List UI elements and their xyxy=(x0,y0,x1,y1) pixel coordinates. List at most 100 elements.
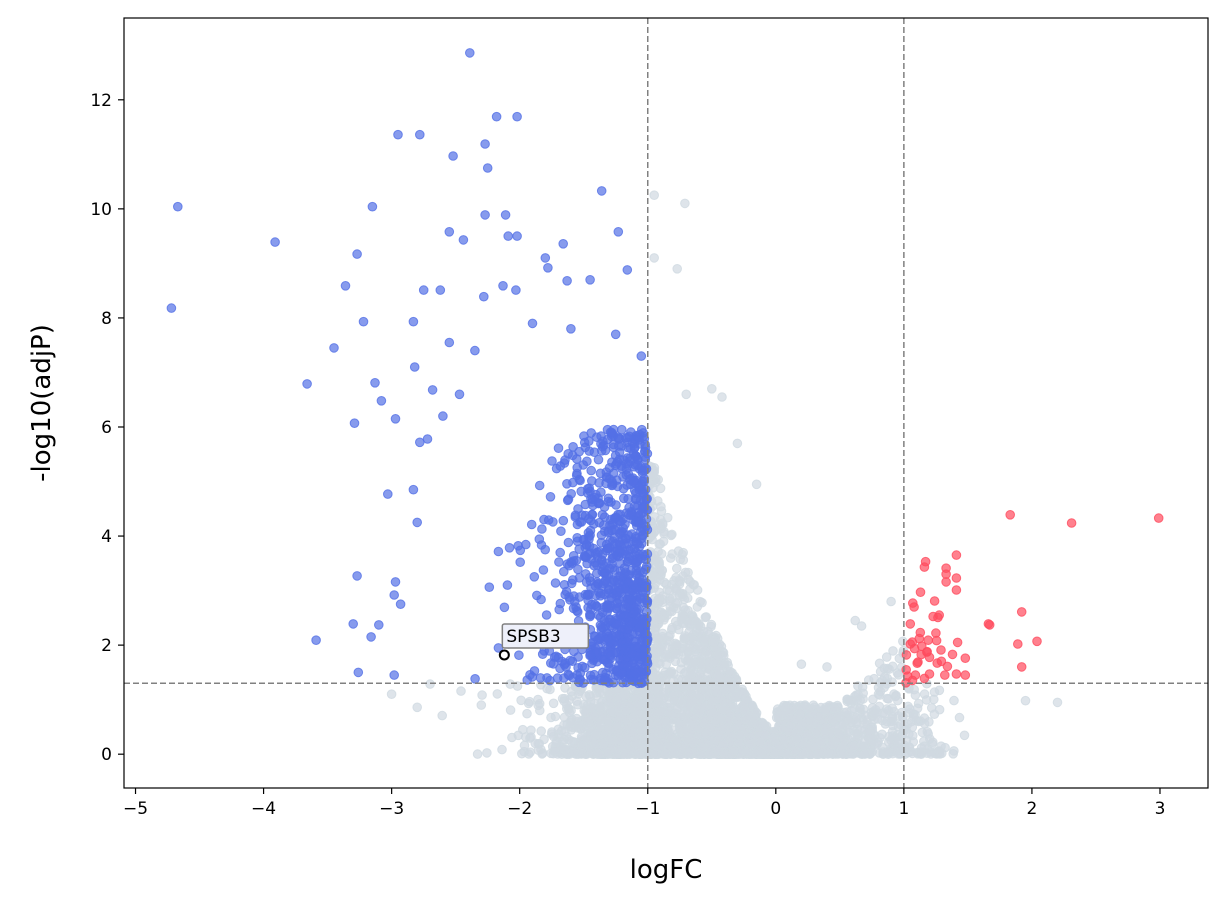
gene-point-ns xyxy=(586,702,597,713)
gene-point-ns xyxy=(653,594,664,605)
gene-point-significant xyxy=(499,602,510,613)
gene-point-ns xyxy=(726,684,737,694)
gene-point-ns xyxy=(856,621,867,631)
gene-point-ns xyxy=(644,719,655,729)
gene-point-ns xyxy=(948,749,959,759)
gene-point-ns xyxy=(649,683,660,694)
gene-point-ns xyxy=(838,749,848,760)
gene-point-ns xyxy=(681,389,692,400)
gene-point-ns xyxy=(598,738,609,749)
gene-point-ns xyxy=(886,596,896,607)
gene-point-ns xyxy=(661,659,672,670)
gene-point-ns xyxy=(742,747,752,758)
gene-point-ns xyxy=(630,738,641,749)
gene-point-ns xyxy=(649,512,660,522)
gene-point-ns xyxy=(907,722,918,733)
gene-point-ns xyxy=(874,658,885,669)
gene-point-ns xyxy=(665,596,675,606)
gene-point-ns xyxy=(693,620,704,630)
gene-point-ns xyxy=(781,749,791,759)
gene-point-ns xyxy=(884,664,894,675)
gene-point-ns xyxy=(564,707,575,718)
gene-point-ns xyxy=(537,749,547,759)
gene-point-ns xyxy=(1052,697,1063,708)
gene-point-ns xyxy=(855,703,865,714)
gene-point-ns xyxy=(887,677,897,687)
gene-point-ns xyxy=(893,695,903,706)
gene-point-ns xyxy=(674,575,685,585)
gene-point-ns xyxy=(437,710,448,721)
gene-point-ns xyxy=(689,657,700,668)
gene-point-ns xyxy=(888,720,898,731)
gene-point-ns xyxy=(634,749,645,759)
gene-point-ns xyxy=(605,698,615,708)
gene-point-ns xyxy=(713,650,724,661)
gene-point-ns xyxy=(593,749,604,759)
gene-point-ns xyxy=(860,719,870,729)
gene-point-ns xyxy=(708,695,718,706)
gene-point-ns xyxy=(688,697,699,707)
gene-point-ns xyxy=(704,748,715,759)
gene-point-ns xyxy=(651,670,661,681)
gene-point-ns xyxy=(672,703,682,714)
gene-point-significant xyxy=(514,650,524,661)
gene-point-ns xyxy=(524,696,535,707)
gene-point-ns xyxy=(857,682,868,692)
gene-point-ns xyxy=(519,740,530,751)
gene-point-ns xyxy=(849,741,859,752)
gene-point-ns xyxy=(679,725,690,736)
gene-point-ns xyxy=(823,747,834,758)
gene-point-ns xyxy=(676,664,686,675)
gene-point-ns xyxy=(797,719,808,729)
gene-point-ns xyxy=(684,748,695,758)
gene-point-ns xyxy=(654,520,664,530)
gene-point-ns xyxy=(615,735,626,746)
gene-point-ns xyxy=(732,438,743,449)
gene-point-ns xyxy=(680,198,690,209)
gene-point-ns xyxy=(860,749,871,759)
gene-point-ns xyxy=(819,705,830,715)
gene-point-ns xyxy=(546,729,557,739)
gene-point-ns xyxy=(872,714,883,724)
gene-point-ns xyxy=(718,723,729,733)
gene-point-ns xyxy=(700,635,711,646)
gene-point-ns xyxy=(881,652,892,662)
gene-point-ns xyxy=(692,602,703,612)
gene-point-ns xyxy=(699,718,710,729)
gene-point-ns xyxy=(657,631,668,642)
gene-point-ns xyxy=(671,649,681,660)
gene-point-ns xyxy=(649,190,660,200)
gene-point-significant xyxy=(526,519,537,530)
gene-point-ns xyxy=(482,748,492,758)
gene-point-ns xyxy=(751,479,762,490)
gene-point-ns xyxy=(834,728,844,739)
gene-point-ns xyxy=(892,668,903,678)
gene-point-ns xyxy=(919,741,930,752)
gene-point-ns xyxy=(860,736,871,747)
gene-point-ns xyxy=(875,666,886,677)
gene-point-ns xyxy=(888,646,898,656)
gene-point-ns xyxy=(822,662,832,672)
gene-point-ns xyxy=(678,591,688,602)
gene-point-ns xyxy=(872,739,882,750)
gene-point-ns xyxy=(566,736,576,746)
gene-point-ns xyxy=(653,698,664,708)
gene-point-ns xyxy=(791,733,802,744)
gene-point-ns xyxy=(851,728,862,739)
gene-point-ns xyxy=(621,705,631,716)
gene-point-ns xyxy=(577,740,588,751)
gene-point-ns xyxy=(590,738,600,749)
gene-point-ns xyxy=(735,730,746,741)
gene-point-ns xyxy=(756,747,767,757)
gene-point-ns xyxy=(386,689,397,700)
gene-point-ns xyxy=(814,712,825,723)
gene-point-ns xyxy=(522,708,532,719)
gene-point-ns xyxy=(700,612,711,623)
gene-point-ns xyxy=(672,563,682,574)
gene-point-ns xyxy=(908,712,919,722)
gene-point-ns xyxy=(937,748,947,759)
gene-point-ns xyxy=(716,713,726,724)
gene-point-ns xyxy=(667,549,678,559)
gene-point-ns xyxy=(811,728,822,738)
gene-point-ns xyxy=(712,687,722,697)
